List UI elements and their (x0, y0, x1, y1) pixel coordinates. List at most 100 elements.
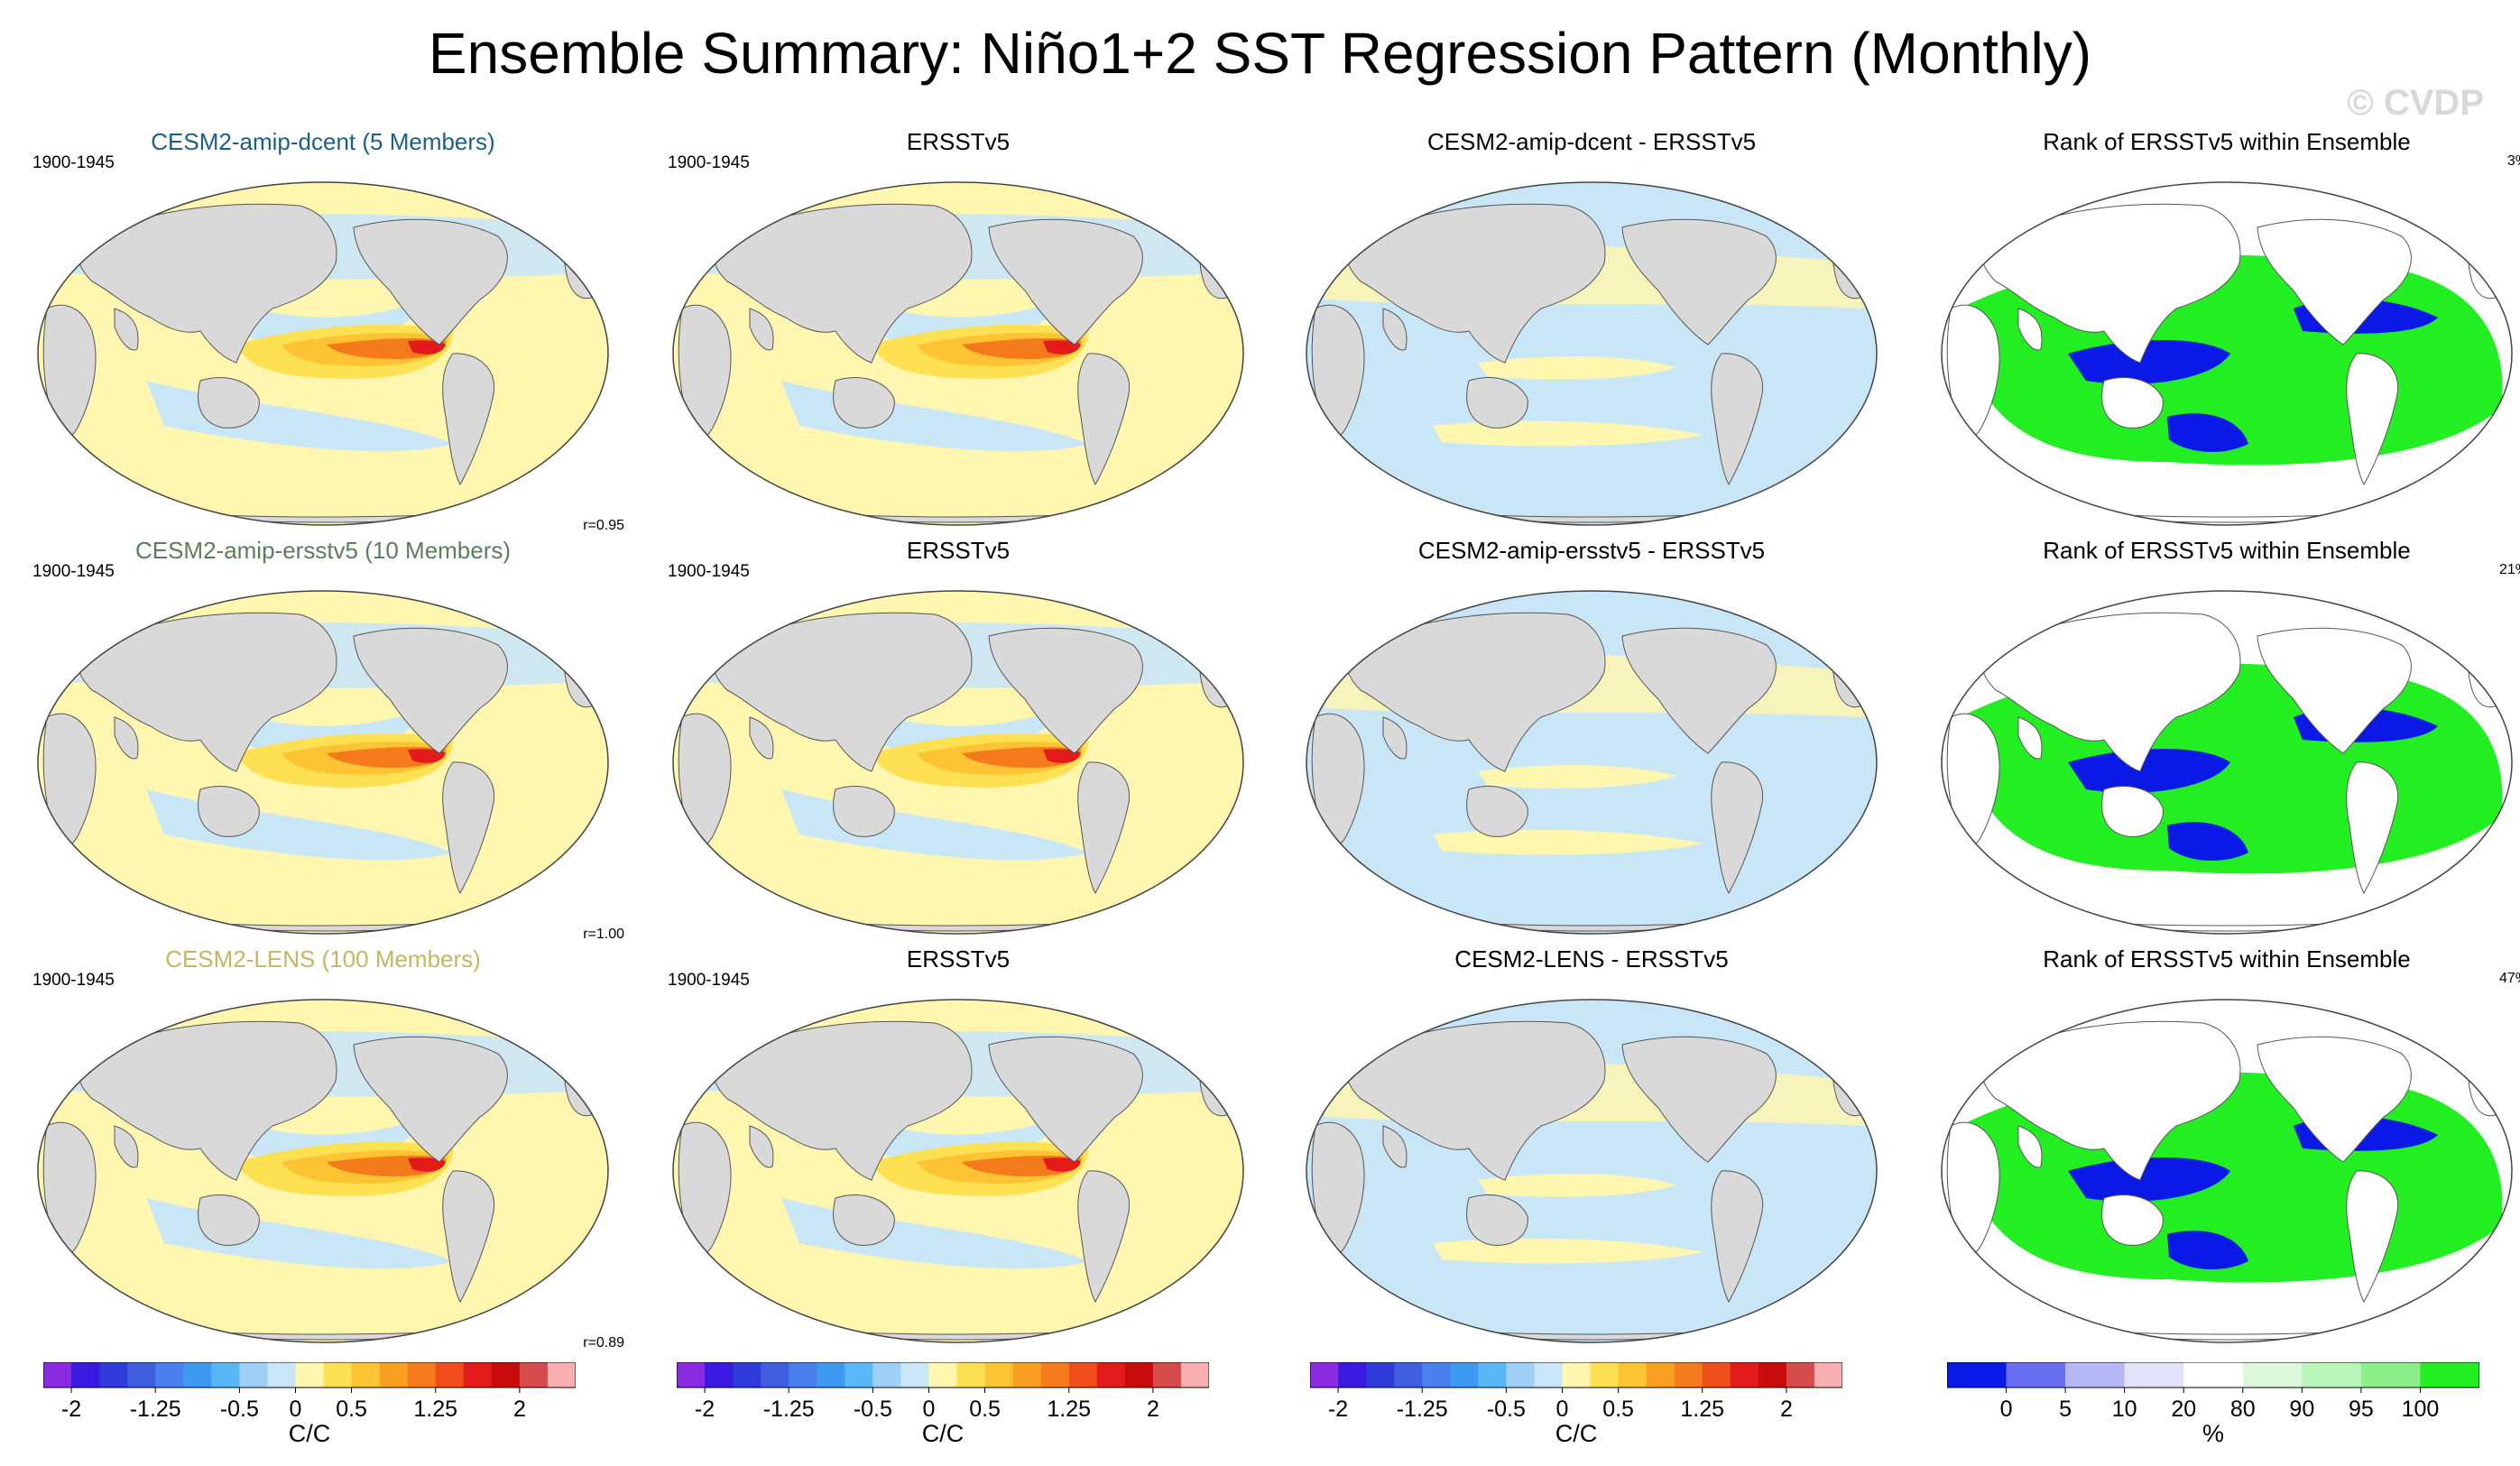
rank-colorbar-tick-label: 95 (2348, 1397, 2374, 1422)
land-namerica (988, 1036, 1143, 1163)
watermark: © CVDP (2347, 83, 2484, 123)
panel-title: CESM2-amip-dcent - ERSSTv5 (1426, 128, 1757, 155)
land-australia (2101, 1194, 2164, 1246)
sst-colorbar-swatch (1618, 1362, 1648, 1388)
sst-colorbar-swatch (1450, 1362, 1479, 1388)
map-panel-r1-c4: Rank of ERSSTv5 within Ensemble 3% (1920, 128, 2520, 552)
colorbar-sst-2: -2 -1.25 -0.5 0 0.5 1.25 2 C/C (677, 1362, 1209, 1452)
map-field (672, 181, 1244, 526)
map-panel-r3-c1: CESM2-LENS (100 Members) 1900-1945 r=0.89 (16, 945, 630, 1369)
land-africa (1311, 1121, 1365, 1257)
map-diff (1306, 999, 1878, 1343)
rank-colorbar-swatch (2124, 1362, 2184, 1388)
sst-colorbar-swatch (1068, 1362, 1098, 1388)
sst-colorbar-tick-label: -2 (1327, 1397, 1349, 1422)
land-australia (2101, 786, 2164, 837)
panel-title: Rank of ERSSTv5 within Ensemble (2043, 537, 2411, 564)
sst-colorbar-swatch (239, 1362, 268, 1388)
sst-colorbar-swatch (547, 1362, 576, 1388)
rank-colorbar-swatch (1947, 1362, 2008, 1388)
land-namerica (1621, 1036, 1777, 1163)
land-australia (1466, 377, 1528, 429)
sst-colorbar-units: C/C (921, 1420, 965, 1447)
rank-colorbar-swatch (2006, 1362, 2066, 1388)
land-asia (1981, 1020, 2241, 1181)
sst-colorbar-tick-label: 0.5 (969, 1397, 1001, 1422)
panel-title: Rank of ERSSTv5 within Ensemble (2043, 945, 2411, 973)
sst-colorbar-swatch (379, 1362, 409, 1388)
sst-colorbar-swatch (1366, 1362, 1395, 1388)
land-australia (833, 1194, 895, 1246)
map-panel-r2-c2: ERSSTv5 1900-1945 (651, 537, 1265, 961)
sst-colorbar-swatch (183, 1362, 212, 1388)
land-namerica (988, 627, 1143, 754)
sst-colorbar-swatch (845, 1362, 873, 1388)
panel-rank-percent: 21% (2498, 562, 2520, 577)
sst-colorbar-units: C/C (1555, 1420, 1598, 1447)
land-samerica (1077, 761, 1131, 895)
land-namerica (988, 218, 1143, 346)
map-diff (1306, 590, 1878, 935)
land-india (749, 716, 774, 760)
land-africa (42, 304, 97, 439)
rank-colorbar-tick-label: 0 (1999, 1397, 2013, 1422)
panel-title: ERSSTv5 (906, 945, 1011, 973)
rank-colorbar-tick-label: 80 (2229, 1397, 2256, 1422)
sst-colorbar-swatch (1590, 1362, 1620, 1388)
land-australia (833, 786, 895, 837)
sst-colorbar-swatch (1012, 1362, 1042, 1388)
land-india (749, 308, 774, 351)
land-india (1382, 716, 1408, 760)
panel-title: CESM2-amip-dcent (5 Members) (151, 128, 495, 155)
map-panel-r2-c4: Rank of ERSSTv5 within Ensemble 21% (1920, 537, 2520, 961)
panel-period: 1900-1945 (668, 971, 750, 990)
sst-colorbar-swatch (295, 1362, 325, 1388)
sst-colorbar-swatch (1478, 1362, 1507, 1388)
sst-colorbar-tick-label: 1.25 (1680, 1397, 1725, 1422)
sst-colorbar-swatch (1096, 1362, 1126, 1388)
land-australia (1466, 786, 1528, 837)
sst-colorbar-swatch (1180, 1362, 1209, 1388)
sst-colorbar-swatch (1534, 1362, 1563, 1388)
panel-title: CESM2-LENS (100 Members) (165, 945, 481, 973)
sst-colorbar-tick-label: -0.5 (853, 1397, 892, 1422)
land-africa (1946, 1121, 2000, 1257)
land-africa (42, 1121, 97, 1257)
land-namerica (353, 218, 508, 346)
land-namerica (1621, 218, 1777, 346)
land-australia (833, 377, 895, 429)
sst-colorbar-swatch (900, 1362, 929, 1388)
sst-colorbar-tick-label: -2 (60, 1397, 82, 1422)
land-samerica (1711, 1170, 1764, 1304)
sst-colorbar-swatch (1758, 1362, 1787, 1388)
map-rank (1941, 181, 2513, 526)
land-samerica (1711, 353, 1764, 486)
map-field (37, 999, 609, 1343)
sst-colorbar-tick-label: 1.25 (413, 1397, 458, 1422)
sst-colorbar-swatch (1674, 1362, 1703, 1388)
sst-colorbar-swatch (127, 1362, 156, 1388)
sst-colorbar-swatch (323, 1362, 353, 1388)
rank-colorbar-swatch (2302, 1362, 2362, 1388)
land-asia (78, 612, 337, 772)
panel-period: 1900-1945 (32, 562, 115, 581)
land-samerica (1077, 353, 1131, 486)
sst-colorbar-tick-label: -1.25 (129, 1397, 181, 1422)
panel-period: 1900-1945 (32, 971, 115, 990)
sst-colorbar-swatch (1310, 1362, 1339, 1388)
map-panel-r2-c3: CESM2-amip-ersstv5 - ERSSTv5 (1285, 537, 1898, 961)
sst-colorbar-tick-label: 0 (922, 1397, 936, 1422)
sst-colorbar-swatch (407, 1362, 437, 1388)
sst-colorbar-swatch (1562, 1362, 1592, 1388)
panel-title: CESM2-LENS - ERSSTv5 (1454, 945, 1729, 973)
sst-colorbar-swatch (677, 1362, 706, 1388)
sst-colorbar-tick-label: -0.5 (219, 1397, 259, 1422)
land-india (2017, 716, 2043, 760)
colorbar-sst-3: -2 -1.25 -0.5 0 0.5 1.25 2 C/C (1310, 1362, 1842, 1452)
sst-colorbar-swatch (789, 1362, 817, 1388)
sst-colorbar-swatch (928, 1362, 958, 1388)
map-panel-r2-c1: CESM2-amip-ersstv5 (10 Members) 1900-1945… (16, 537, 630, 961)
rank-colorbar-swatch (2065, 1362, 2126, 1388)
sst-colorbar-tick-label: -0.5 (1486, 1397, 1526, 1422)
land-namerica (353, 1036, 508, 1163)
